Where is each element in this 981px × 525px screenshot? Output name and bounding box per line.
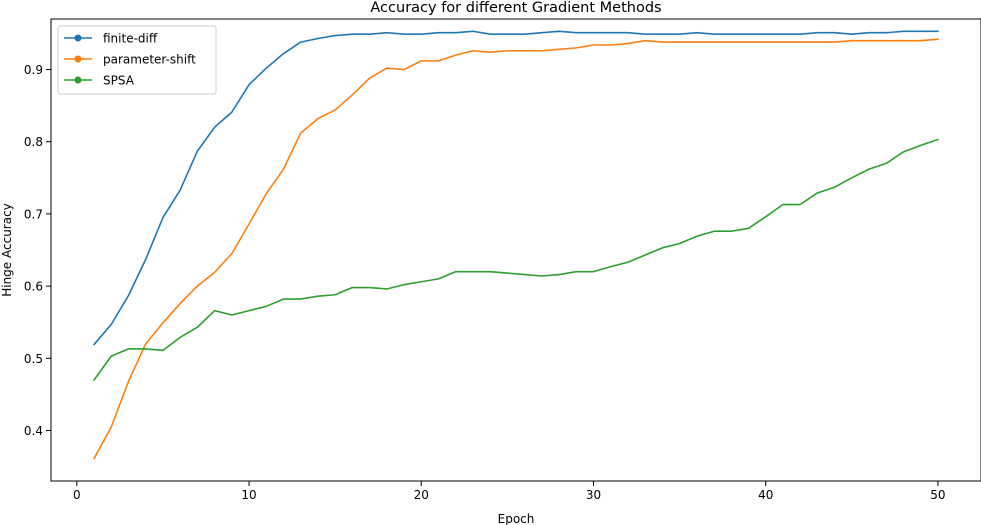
y-tick-label: 0.9 (24, 63, 43, 77)
series-line-finite-diff (93, 30, 939, 346)
chart-title: Accuracy for different Gradient Methods (370, 0, 661, 16)
x-tick-label: 20 (414, 488, 429, 502)
y-tick-label: 0.8 (24, 135, 43, 149)
legend-label: finite-diff (103, 32, 158, 46)
legend-item-parameter-shift: parameter-shift (64, 53, 196, 67)
legend: finite-diff parameter-shift SPSA (57, 25, 217, 95)
y-tick-label: 0.6 (24, 280, 43, 294)
x-tick-label: 0 (73, 488, 81, 502)
legend-label: parameter-shift (103, 53, 196, 67)
legend-label: SPSA (103, 74, 135, 88)
plot-area (93, 30, 939, 460)
legend-box (57, 25, 217, 95)
y-tick-label: 0.7 (24, 207, 43, 221)
x-tick-label: 50 (930, 488, 945, 502)
legend-marker (74, 55, 82, 63)
legend-marker (74, 34, 82, 42)
plot-frame (50, 18, 981, 482)
x-axis: 0 10 20 30 40 50 (73, 481, 946, 502)
x-tick-label: 40 (758, 488, 773, 502)
x-tick-label: 30 (586, 488, 601, 502)
y-tick-label: 0.4 (24, 424, 43, 438)
x-axis-label: Epoch (498, 512, 535, 525)
series-line-SPSA (93, 138, 939, 381)
legend-item-SPSA: SPSA (64, 74, 135, 88)
series-line-parameter-shift (93, 38, 939, 460)
y-tick-label: 0.5 (24, 352, 43, 366)
legend-marker (74, 76, 82, 84)
y-axis: 0.4 0.5 0.6 0.7 0.8 0.9 (24, 63, 51, 438)
x-tick-label: 10 (241, 488, 256, 502)
y-axis-label: Hinge Accuracy (0, 203, 14, 297)
legend-item-finite-diff: finite-diff (64, 32, 158, 46)
